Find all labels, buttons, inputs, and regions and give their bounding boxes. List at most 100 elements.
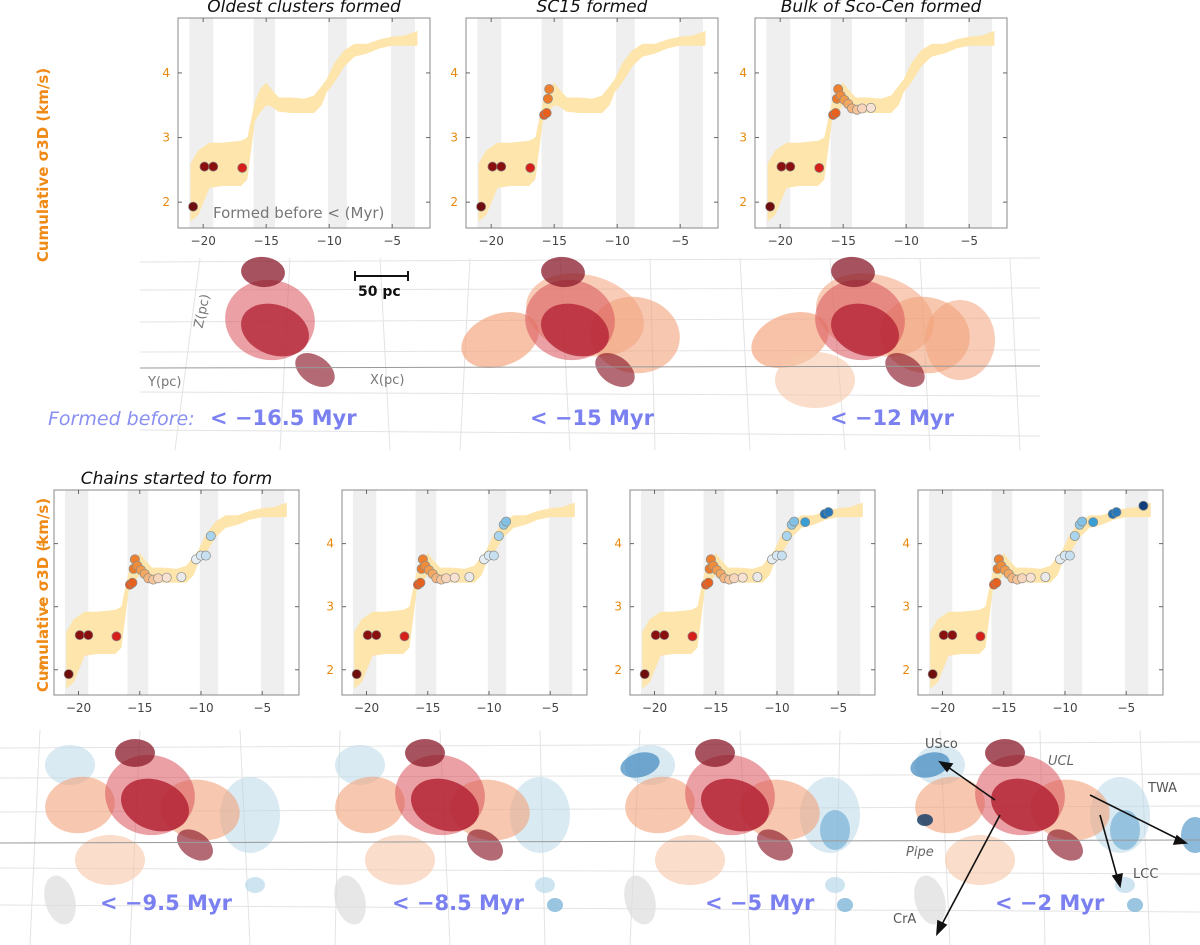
grey-band [415, 490, 437, 695]
x-tick-label: −15 [831, 234, 856, 248]
data-point [1025, 572, 1036, 583]
grey-band [127, 490, 149, 695]
data-point [650, 630, 661, 641]
sigma-envelope [930, 502, 1151, 689]
dark-red-blob [241, 256, 285, 288]
y-tick-label: 4 [902, 537, 910, 551]
y-tick-label: 2 [902, 663, 910, 677]
y-tick-label: 4 [326, 537, 334, 551]
blue-blob [547, 898, 563, 912]
data-point [199, 161, 210, 172]
y-tick-label: 3 [614, 600, 622, 614]
panel-6: −20 −15 −10 −5 2 3 4 [614, 489, 876, 715]
dark-red-blob [885, 352, 925, 388]
panel-frame [917, 489, 1164, 696]
time-label-6: < −5 Myr [705, 891, 815, 915]
y-tick-label: 2 [739, 195, 747, 209]
x-tick-label: −10 [605, 234, 630, 248]
data-point [752, 572, 763, 582]
axis-x-label: X(pc) [370, 373, 404, 388]
light-blue-blob [45, 745, 95, 785]
grey-band [703, 490, 725, 695]
data-point [830, 108, 841, 118]
light-salmon-blob [75, 835, 145, 885]
data-point [1088, 517, 1099, 528]
crimson-blob [991, 778, 1059, 832]
panel-7: −20 −15 −10 −5 2 3 4 [902, 489, 1164, 715]
panel-title: Oldest clusters formed [207, 0, 401, 17]
y-tick-label: 2 [162, 195, 170, 209]
grey-blob [44, 875, 76, 925]
dark-red-blob [985, 739, 1025, 767]
grey-band [390, 18, 415, 228]
data-point [176, 572, 187, 582]
light-blue-blob [510, 777, 570, 853]
axis-z-label: Z(pc) [192, 293, 214, 330]
data-point [947, 630, 958, 641]
data-point [1017, 573, 1028, 584]
panel-4: −20 −15 −10 −5 2 3 4 Chains started to form [38, 469, 300, 715]
x-tick-label: −20 [479, 234, 504, 248]
light-salmon-blob [365, 835, 435, 885]
y-tick-label: 2 [450, 195, 458, 209]
plane-line [139, 365, 1041, 369]
y-tick-label: 3 [326, 600, 334, 614]
light-blue-blob [245, 877, 265, 893]
crimson-blob [121, 778, 189, 832]
data-point [1138, 500, 1149, 511]
data-point [765, 201, 776, 212]
data-point [857, 103, 868, 114]
x-tick-label: −15 [542, 234, 567, 248]
x-tick-label: −10 [894, 234, 919, 248]
sigma-envelope [642, 502, 863, 689]
grey-band [967, 18, 992, 228]
crimson-blob [831, 303, 899, 357]
grey-band [837, 490, 861, 695]
blue-blob [1110, 810, 1140, 850]
data-point [487, 161, 498, 172]
region-usco: USco [925, 737, 958, 752]
x-tick-label: −20 [191, 234, 216, 248]
data-point [781, 531, 792, 541]
region-twa: TWA [1147, 781, 1177, 796]
x-tick-label: −5 [960, 234, 978, 248]
blue-blob [837, 898, 853, 912]
grey-band [253, 18, 276, 228]
salmon-blob [45, 776, 115, 834]
blue-blob [1127, 898, 1143, 912]
view-6 [620, 739, 860, 925]
time-label-7: < −2 Myr [995, 891, 1105, 915]
data-point [476, 201, 487, 212]
formed-before-label: Formed before: [48, 408, 195, 430]
x-tick-label: −5 [253, 701, 271, 715]
grey-band [615, 18, 635, 228]
y-tick-label: 3 [902, 600, 910, 614]
dark-red-blob [466, 829, 504, 861]
data-point [776, 161, 787, 172]
data-point [1040, 572, 1051, 582]
navy-blob [917, 814, 933, 826]
data-point [153, 573, 164, 584]
x-tick-label: −10 [317, 234, 342, 248]
data-point [525, 162, 536, 173]
salmon-blob [335, 776, 405, 834]
y-tick-label: 4 [614, 537, 622, 551]
panel-frame [177, 17, 431, 229]
region-cra: CrA [893, 912, 916, 927]
region-annotations: USco UCL TWA Pipe LCC CrA [893, 737, 1189, 937]
dark-red-blob [756, 829, 794, 861]
x-tick-label: −20 [66, 701, 91, 715]
data-point [362, 630, 373, 641]
sigma-envelope [354, 502, 575, 689]
data-point [800, 517, 811, 528]
data-point [938, 630, 949, 641]
view-1 [225, 256, 335, 388]
grey-blob [624, 875, 656, 925]
view-7 [910, 739, 1200, 925]
dark-red-blob [831, 256, 875, 288]
data-point [449, 572, 460, 583]
light-salmon-blob [945, 835, 1015, 885]
grey-band [199, 490, 219, 695]
x-tick-label: −5 [671, 234, 689, 248]
region-ucl: UCL [1048, 754, 1074, 769]
